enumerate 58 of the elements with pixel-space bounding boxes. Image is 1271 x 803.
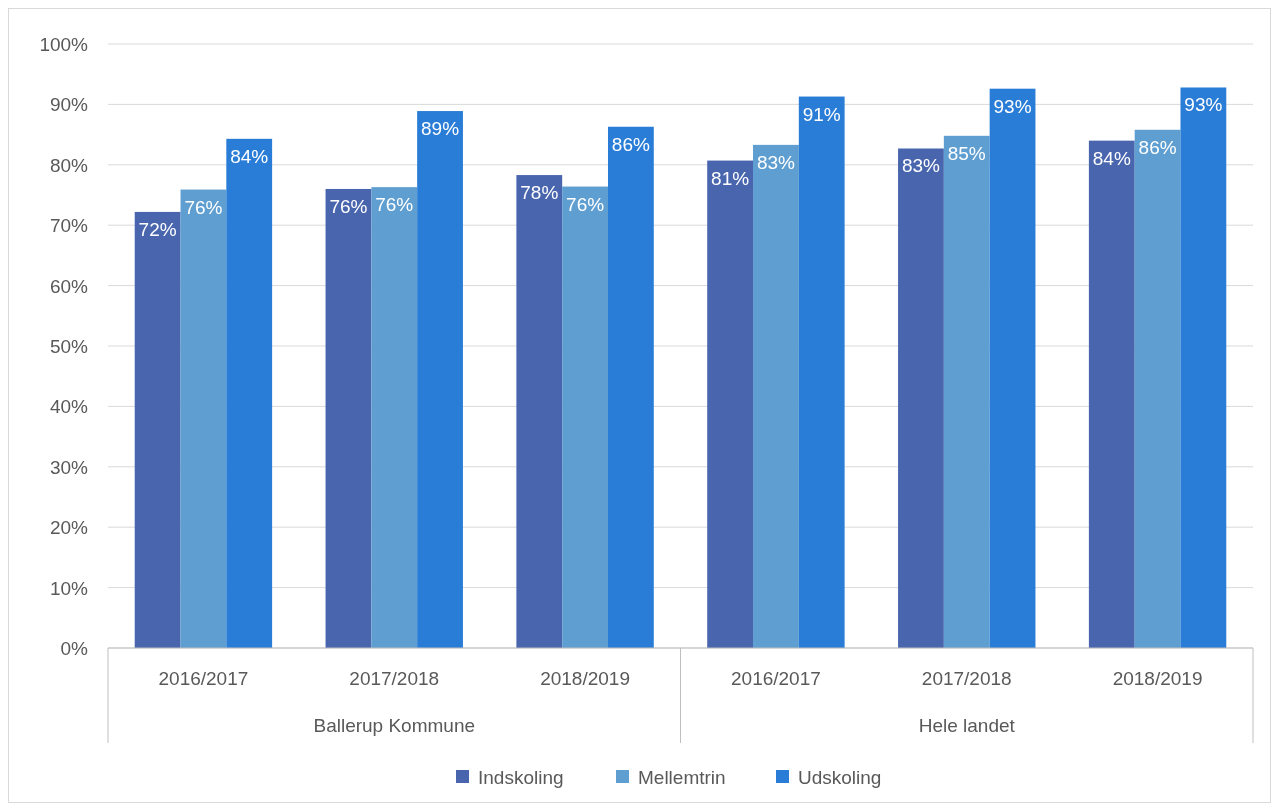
data-label: 84% [1092, 147, 1131, 169]
bar [134, 211, 181, 648]
data-label: 89% [421, 118, 460, 140]
x-tick-label: 2017/2018 [921, 668, 1012, 689]
x-tick-label: 2016/2017 [731, 668, 821, 689]
data-label: 76% [566, 193, 605, 215]
data-label: 76% [375, 194, 414, 216]
y-tick-label: 50% [49, 336, 89, 357]
data-label: 93% [1184, 94, 1223, 116]
data-label: 81% [711, 167, 750, 189]
bar [798, 96, 845, 648]
y-tick-label: 70% [49, 215, 89, 237]
bar [516, 175, 563, 648]
bar [898, 148, 944, 648]
bar [417, 111, 463, 648]
x-tick-label: 2018/2019 [1112, 668, 1203, 689]
data-label: 86% [1138, 136, 1177, 158]
bar [1180, 87, 1227, 648]
data-label: 85% [947, 142, 986, 164]
text: Hele landet [918, 715, 1016, 736]
x-tick-label: 2017/2018 [349, 668, 440, 689]
data-label: 93% [993, 95, 1032, 117]
x-tick-label: 2016/2017 [158, 668, 249, 689]
data-label: 91% [802, 103, 841, 125]
bar [707, 160, 754, 648]
bar [1134, 129, 1181, 648]
data-label: 84% [230, 145, 269, 167]
y-tick-label: 60% [49, 275, 89, 297]
bar [325, 188, 372, 648]
legend-label: Indskoling [478, 767, 564, 788]
bar [1088, 140, 1135, 648]
y-tick-label: 40% [49, 396, 89, 418]
y-tick-label: 30% [49, 456, 89, 478]
data-label: 83% [901, 155, 941, 177]
bar [989, 88, 1036, 648]
data-label: 86% [611, 133, 650, 155]
y-tick-label: 0% [60, 638, 89, 659]
y-tick-label: 80% [49, 154, 89, 176]
bar [226, 138, 273, 648]
y-tick-label: 10% [49, 577, 89, 599]
y-tick-label: 20% [49, 517, 89, 539]
data-label: 76% [329, 195, 368, 217]
legend-label: Udskoling [798, 767, 882, 788]
y-tick-label: 90% [49, 94, 89, 116]
legend-label: Mellemtrin [638, 767, 726, 788]
data-label: 76% [184, 196, 223, 218]
y-tick-label: 100% [39, 34, 89, 55]
bar [943, 135, 990, 648]
bar [562, 186, 608, 648]
data-label: 83% [756, 151, 796, 173]
bar [607, 126, 654, 648]
bar [753, 144, 799, 648]
bar [180, 189, 227, 648]
x-tick-label: 2018/2019 [540, 668, 630, 689]
data-label: 72% [138, 218, 177, 240]
bar [371, 187, 418, 648]
data-label: 78% [520, 182, 559, 204]
text: Ballerup Kommune [313, 715, 476, 736]
